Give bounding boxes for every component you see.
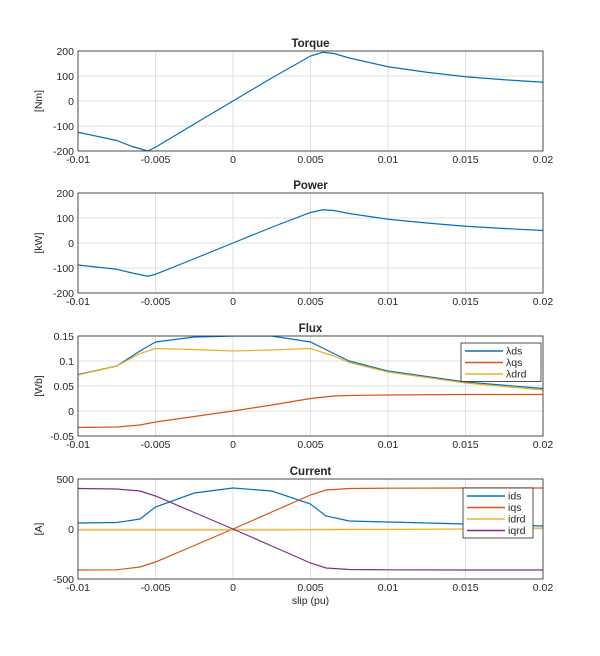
y-axis-label: [Nm] bbox=[33, 90, 45, 112]
y-axis-label: [Wb] bbox=[33, 375, 45, 397]
series-line-ids bbox=[78, 487, 543, 527]
x-tick-label: 0 bbox=[230, 582, 236, 594]
legend-entry: λqs bbox=[506, 357, 522, 369]
x-tick-label: 0.01 bbox=[378, 439, 399, 451]
legend-entry: iqs bbox=[508, 502, 521, 514]
series-line-λqs bbox=[78, 393, 543, 429]
y-tick-label: 0.1 bbox=[59, 356, 74, 368]
y-tick-label: 0.05 bbox=[54, 381, 75, 393]
axes-box bbox=[77, 50, 544, 152]
y-tick-label: -100 bbox=[53, 121, 74, 133]
x-tick-label: 0.02 bbox=[533, 296, 554, 308]
x-tick-label: -0.01 bbox=[66, 154, 90, 166]
series-line-λds bbox=[78, 336, 543, 390]
subplot-title: Torque bbox=[291, 38, 329, 50]
series-line-value bbox=[78, 209, 543, 277]
x-tick-label: 0.005 bbox=[297, 582, 323, 594]
axes-box bbox=[77, 335, 544, 437]
x-tick-label: 0.015 bbox=[452, 439, 478, 451]
y-tick-label: 0 bbox=[68, 238, 74, 250]
subplot-title: Flux bbox=[299, 323, 323, 335]
y-tick-label: 500 bbox=[56, 474, 74, 486]
axes-box bbox=[77, 478, 544, 580]
x-tick-label: 0 bbox=[230, 439, 236, 451]
x-tick-label: 0.01 bbox=[378, 296, 399, 308]
subplot-power: -0.01 -0.005 0 0.005 0.01 0.015 0.02 -200 -100 0 1… bbox=[33, 180, 553, 308]
x-tick-label: 0.015 bbox=[452, 154, 478, 166]
x-tick-label: 0.01 bbox=[378, 582, 399, 594]
y-tick-label: 0 bbox=[68, 406, 74, 418]
y-tick-label: -100 bbox=[53, 263, 74, 275]
axes-box bbox=[77, 192, 544, 294]
legend-entry: iqrd bbox=[508, 525, 526, 537]
legend-entry: λdrd bbox=[506, 369, 527, 381]
x-tick-label: -0.005 bbox=[141, 296, 171, 308]
x-tick-label: -0.01 bbox=[66, 296, 90, 308]
x-tick-label: 0 bbox=[230, 296, 236, 308]
x-tick-label: 0.02 bbox=[533, 439, 554, 451]
y-tick-label: 0 bbox=[68, 96, 74, 108]
x-tick-label: 0.01 bbox=[378, 154, 399, 166]
subplot-flux: -0.01 -0.005 0 0.005 0.01 0.015 0.02 -0.05 0 0.05… bbox=[33, 323, 553, 451]
x-tick-label: -0.01 bbox=[66, 582, 90, 594]
y-tick-label: -0.05 bbox=[50, 431, 74, 443]
y-axis-label: [kW] bbox=[33, 232, 45, 253]
y-tick-label: -200 bbox=[53, 146, 74, 158]
x-tick-label: 0.005 bbox=[297, 439, 323, 451]
y-tick-label: 200 bbox=[56, 188, 74, 200]
y-axis-label: [A] bbox=[33, 523, 45, 536]
x-tick-label: 0.02 bbox=[533, 154, 554, 166]
legend-entry: λds bbox=[506, 346, 522, 358]
series-line-idrd bbox=[78, 527, 543, 531]
series-line-iqs bbox=[78, 487, 543, 571]
x-tick-label: 0.005 bbox=[297, 154, 323, 166]
x-tick-label: -0.005 bbox=[141, 582, 171, 594]
x-tick-label: -0.005 bbox=[141, 439, 171, 451]
y-tick-label: 100 bbox=[56, 213, 74, 225]
x-axis-label: slip (pu) bbox=[292, 595, 329, 607]
legend-entry: idrd bbox=[508, 514, 526, 526]
y-tick-label: 100 bbox=[56, 71, 74, 83]
series-line-iqrd bbox=[78, 487, 543, 571]
x-tick-label: 0 bbox=[230, 154, 236, 166]
subplot-title: Power bbox=[293, 180, 328, 192]
x-tick-label: -0.005 bbox=[141, 154, 171, 166]
y-tick-label: 0 bbox=[68, 524, 74, 536]
x-tick-label: 0.015 bbox=[452, 582, 478, 594]
series-line-value bbox=[78, 51, 543, 151]
x-tick-label: 0.015 bbox=[452, 296, 478, 308]
y-tick-label: 0.15 bbox=[54, 331, 75, 343]
x-tick-label: -0.01 bbox=[66, 439, 90, 451]
x-tick-label: 0.005 bbox=[297, 296, 323, 308]
y-tick-label: -500 bbox=[53, 574, 74, 586]
subplot-title: Current bbox=[290, 466, 332, 478]
subplot-torque: -0.01 -0.005 0 0.005 0.01 0.015 0.02 -200 -100 0 1… bbox=[33, 38, 553, 166]
y-tick-label: -200 bbox=[53, 288, 74, 300]
subplot-current: -0.01 -0.005 0 0.005 0.01 0.015 0.02 -500 0 500 Cu… bbox=[33, 466, 553, 607]
legend-entry: ids bbox=[508, 491, 521, 503]
series-line-λdrd bbox=[78, 347, 543, 391]
y-tick-label: 200 bbox=[56, 46, 74, 58]
x-tick-label: 0.02 bbox=[533, 582, 554, 594]
